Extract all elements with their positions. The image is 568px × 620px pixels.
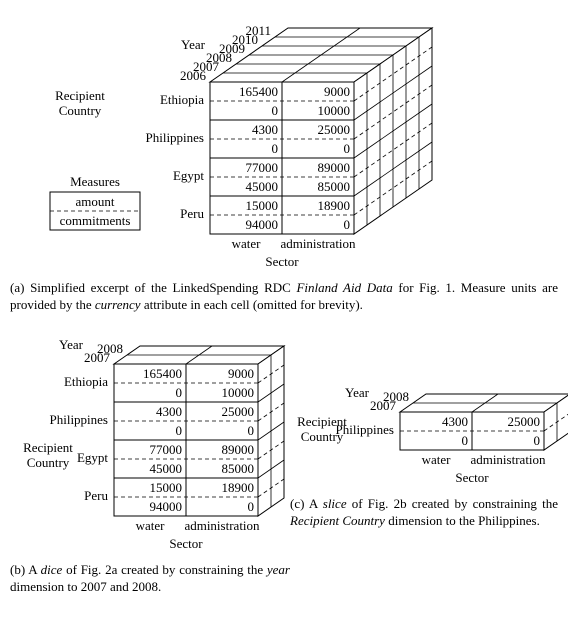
- cell-value: 0: [462, 433, 469, 448]
- recipient-label: Country: [59, 103, 102, 118]
- cap-text: dimension to 2007 and 2008.: [10, 579, 161, 594]
- cap-text: (c) A: [290, 496, 323, 511]
- cell-value: 0: [176, 423, 183, 438]
- cap-text: year: [267, 562, 290, 577]
- cell-value: 0: [344, 141, 351, 156]
- cell-value: 10000: [318, 103, 351, 118]
- cell-value: 0: [248, 423, 255, 438]
- cell-value: 9000: [324, 84, 350, 99]
- cap-text: attribute in each cell (omitted for brev…: [141, 297, 363, 312]
- sector-axis-label: Sector: [455, 470, 489, 485]
- year-axis-label: Year: [181, 37, 206, 52]
- caption-c: (c) A slice of Fig. 2b created by constr…: [290, 496, 558, 530]
- cell-value: 0: [248, 499, 255, 514]
- sector-label: water: [232, 236, 262, 251]
- cell-value: 0: [272, 141, 279, 156]
- sector-label: administration: [470, 452, 546, 467]
- recipient-label: Recipient: [23, 440, 73, 455]
- cube-b: 165400 9000 0 10000 4300 25000 0 0 77000 89000 450…: [10, 328, 292, 556]
- country-label: Peru: [180, 206, 204, 221]
- country-label: Ethiopia: [64, 374, 108, 389]
- measure-name: amount: [76, 194, 115, 209]
- country-label: Egypt: [173, 168, 204, 183]
- cell-value: 25000: [318, 122, 351, 137]
- cell-value: 18900: [318, 198, 351, 213]
- sector-label: water: [136, 518, 166, 533]
- cap-text: slice: [323, 496, 347, 511]
- cube-a: 165400 9000 0 10000 4300 25000 0 0 77000 89000 450…: [10, 10, 440, 274]
- sector-axis-label: Sector: [265, 254, 299, 269]
- cap-text: Finland Aid Data: [296, 280, 392, 295]
- country-label: Peru: [84, 488, 108, 503]
- cell-value: 0: [272, 103, 279, 118]
- cap-text: (b) A: [10, 562, 41, 577]
- caption-a: (a) Simplified excerpt of the LinkedSpen…: [10, 280, 558, 314]
- cell-value: 94000: [150, 499, 183, 514]
- country-label: Philippines: [49, 412, 108, 427]
- recipient-label: Country: [27, 455, 70, 470]
- cell-value: 89000: [222, 442, 255, 457]
- measures-label: Measures: [70, 174, 120, 189]
- year-label: 2008: [383, 389, 409, 404]
- cell-value: 25000: [222, 404, 255, 419]
- cell-value: 4300: [252, 122, 278, 137]
- cap-text: dice: [41, 562, 63, 577]
- country-label: Egypt: [77, 450, 108, 465]
- cell-value: 77000: [150, 442, 183, 457]
- cell-value: 25000: [508, 414, 541, 429]
- sector-label: administration: [184, 518, 260, 533]
- figure-a: 165400 9000 0 10000 4300 25000 0 0 77000 89000 450…: [10, 10, 558, 314]
- cell-value: 4300: [156, 404, 182, 419]
- year-axis-label: Year: [345, 385, 370, 400]
- cell-value: 4300: [442, 414, 468, 429]
- recipient-label: Country: [301, 429, 344, 444]
- cap-text: dimension to the Philippines.: [385, 513, 540, 528]
- cap-text: (a) Simplified excerpt of the LinkedSpen…: [10, 280, 296, 295]
- year-axis-label: Year: [59, 337, 84, 352]
- cap-text: of Fig. 2a created by constraining the: [62, 562, 267, 577]
- caption-b: (b) A dice of Fig. 2a created by constra…: [10, 562, 290, 596]
- figure-c: 4300250000020072008YearPhilippinesRecipi…: [290, 328, 558, 544]
- recipient-label: Recipient: [297, 414, 347, 429]
- year-label: 2008: [97, 341, 123, 356]
- cap-text: Recipient Country: [290, 513, 385, 528]
- measure-name: commitments: [60, 213, 131, 228]
- cell-value: 45000: [246, 179, 279, 194]
- country-label: Philippines: [145, 130, 204, 145]
- cell-value: 0: [534, 433, 541, 448]
- cell-value: 85000: [222, 461, 255, 476]
- cell-value: 15000: [150, 480, 183, 495]
- cell-value: 77000: [246, 160, 279, 175]
- sector-label: water: [422, 452, 452, 467]
- cap-text: currency: [95, 297, 141, 312]
- sector-label: administration: [280, 236, 356, 251]
- cell-value: 9000: [228, 366, 254, 381]
- cap-text: of Fig. 2b created by constraining the: [347, 496, 558, 511]
- recipient-label: Recipient: [55, 88, 105, 103]
- cell-value: 10000: [222, 385, 255, 400]
- cell-value: 15000: [246, 198, 279, 213]
- cell-value: 94000: [246, 217, 279, 232]
- cell-value: 165400: [239, 84, 278, 99]
- cell-value: 18900: [222, 480, 255, 495]
- cell-value: 89000: [318, 160, 351, 175]
- year-label: 2011: [245, 23, 271, 38]
- cell-value: 45000: [150, 461, 183, 476]
- cell-value: 0: [176, 385, 183, 400]
- figure-b: 165400 9000 0 10000 4300 25000 0 0 77000 89000 450…: [10, 328, 290, 610]
- cell-value: 165400: [143, 366, 182, 381]
- cell-value: 0: [344, 217, 351, 232]
- cube-c: 4300250000020072008YearPhilippinesRecipi…: [290, 376, 568, 490]
- cell-value: 85000: [318, 179, 351, 194]
- country-label: Ethiopia: [160, 92, 204, 107]
- sector-axis-label: Sector: [169, 536, 203, 551]
